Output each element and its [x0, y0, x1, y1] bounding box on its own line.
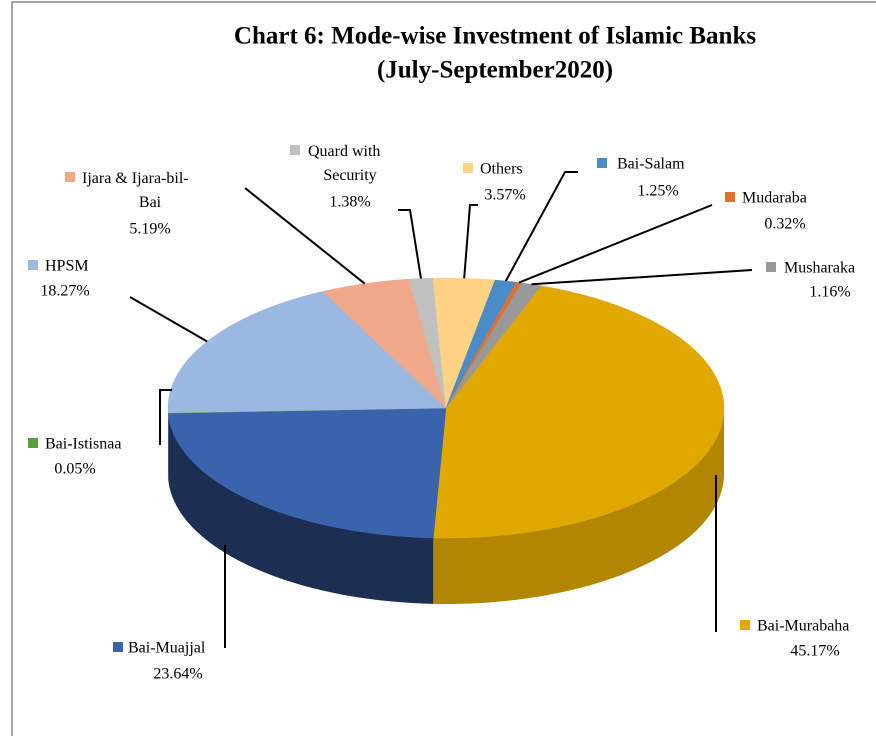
value-label: 0.05%: [54, 461, 95, 478]
label-swatch: [463, 163, 473, 173]
value-label: 45.17%: [790, 643, 839, 660]
pie-slice: [445, 282, 542, 409]
pie-side: [433, 408, 724, 604]
pie-slice: [433, 285, 725, 539]
leader-line: [504, 171, 578, 282]
leader-line: [531, 269, 753, 286]
label-swatch: [766, 262, 776, 272]
value-label: 5.19%: [129, 221, 170, 238]
label-swatch: [113, 642, 123, 652]
label-swatch: [28, 260, 38, 270]
label-swatch: [290, 145, 300, 155]
pie-slice: [322, 278, 447, 409]
pie-side: [168, 413, 434, 604]
label-swatch: [725, 192, 735, 202]
category-label: Musharaka: [784, 260, 855, 277]
label-swatch: [65, 172, 75, 182]
value-label: 0.32%: [764, 216, 805, 233]
value-label: 1.38%: [329, 194, 370, 211]
category-label: Ijara & Ijara-bil-Bai: [82, 170, 189, 211]
leader-line: [159, 389, 172, 445]
leader-line: [398, 209, 422, 279]
category-label: Others: [480, 161, 523, 178]
category-label: Bai-Salam: [617, 156, 685, 173]
leader-line: [129, 296, 208, 343]
pie-slice: [432, 277, 496, 409]
category-label: Quard with Security: [308, 143, 384, 184]
leader-line: [244, 187, 366, 285]
category-label: HPSM: [45, 258, 89, 275]
value-label: 1.16%: [809, 284, 850, 301]
value-label: 3.57%: [484, 187, 525, 204]
label-swatch: [597, 158, 607, 168]
value-label: 1.25%: [637, 183, 678, 200]
category-label: Mudaraba: [742, 190, 807, 207]
category-label: Bai-Muajjal: [128, 640, 206, 657]
category-label: Bai-Istisnaa: [45, 436, 121, 453]
label-swatch: [28, 438, 38, 448]
category-label: Bai-Murabaha: [757, 618, 849, 635]
leader-line: [518, 204, 713, 284]
value-label: 23.64%: [153, 666, 202, 683]
chart-title: Chart 6: Mode-wise Investment of Islamic…: [234, 23, 756, 50]
value-label: 18.27%: [40, 283, 89, 300]
chart-subtitle: (July-September2020): [377, 57, 613, 84]
leader-line: [463, 204, 478, 279]
label-swatch: [740, 620, 750, 630]
pie-slice: [167, 407, 447, 539]
